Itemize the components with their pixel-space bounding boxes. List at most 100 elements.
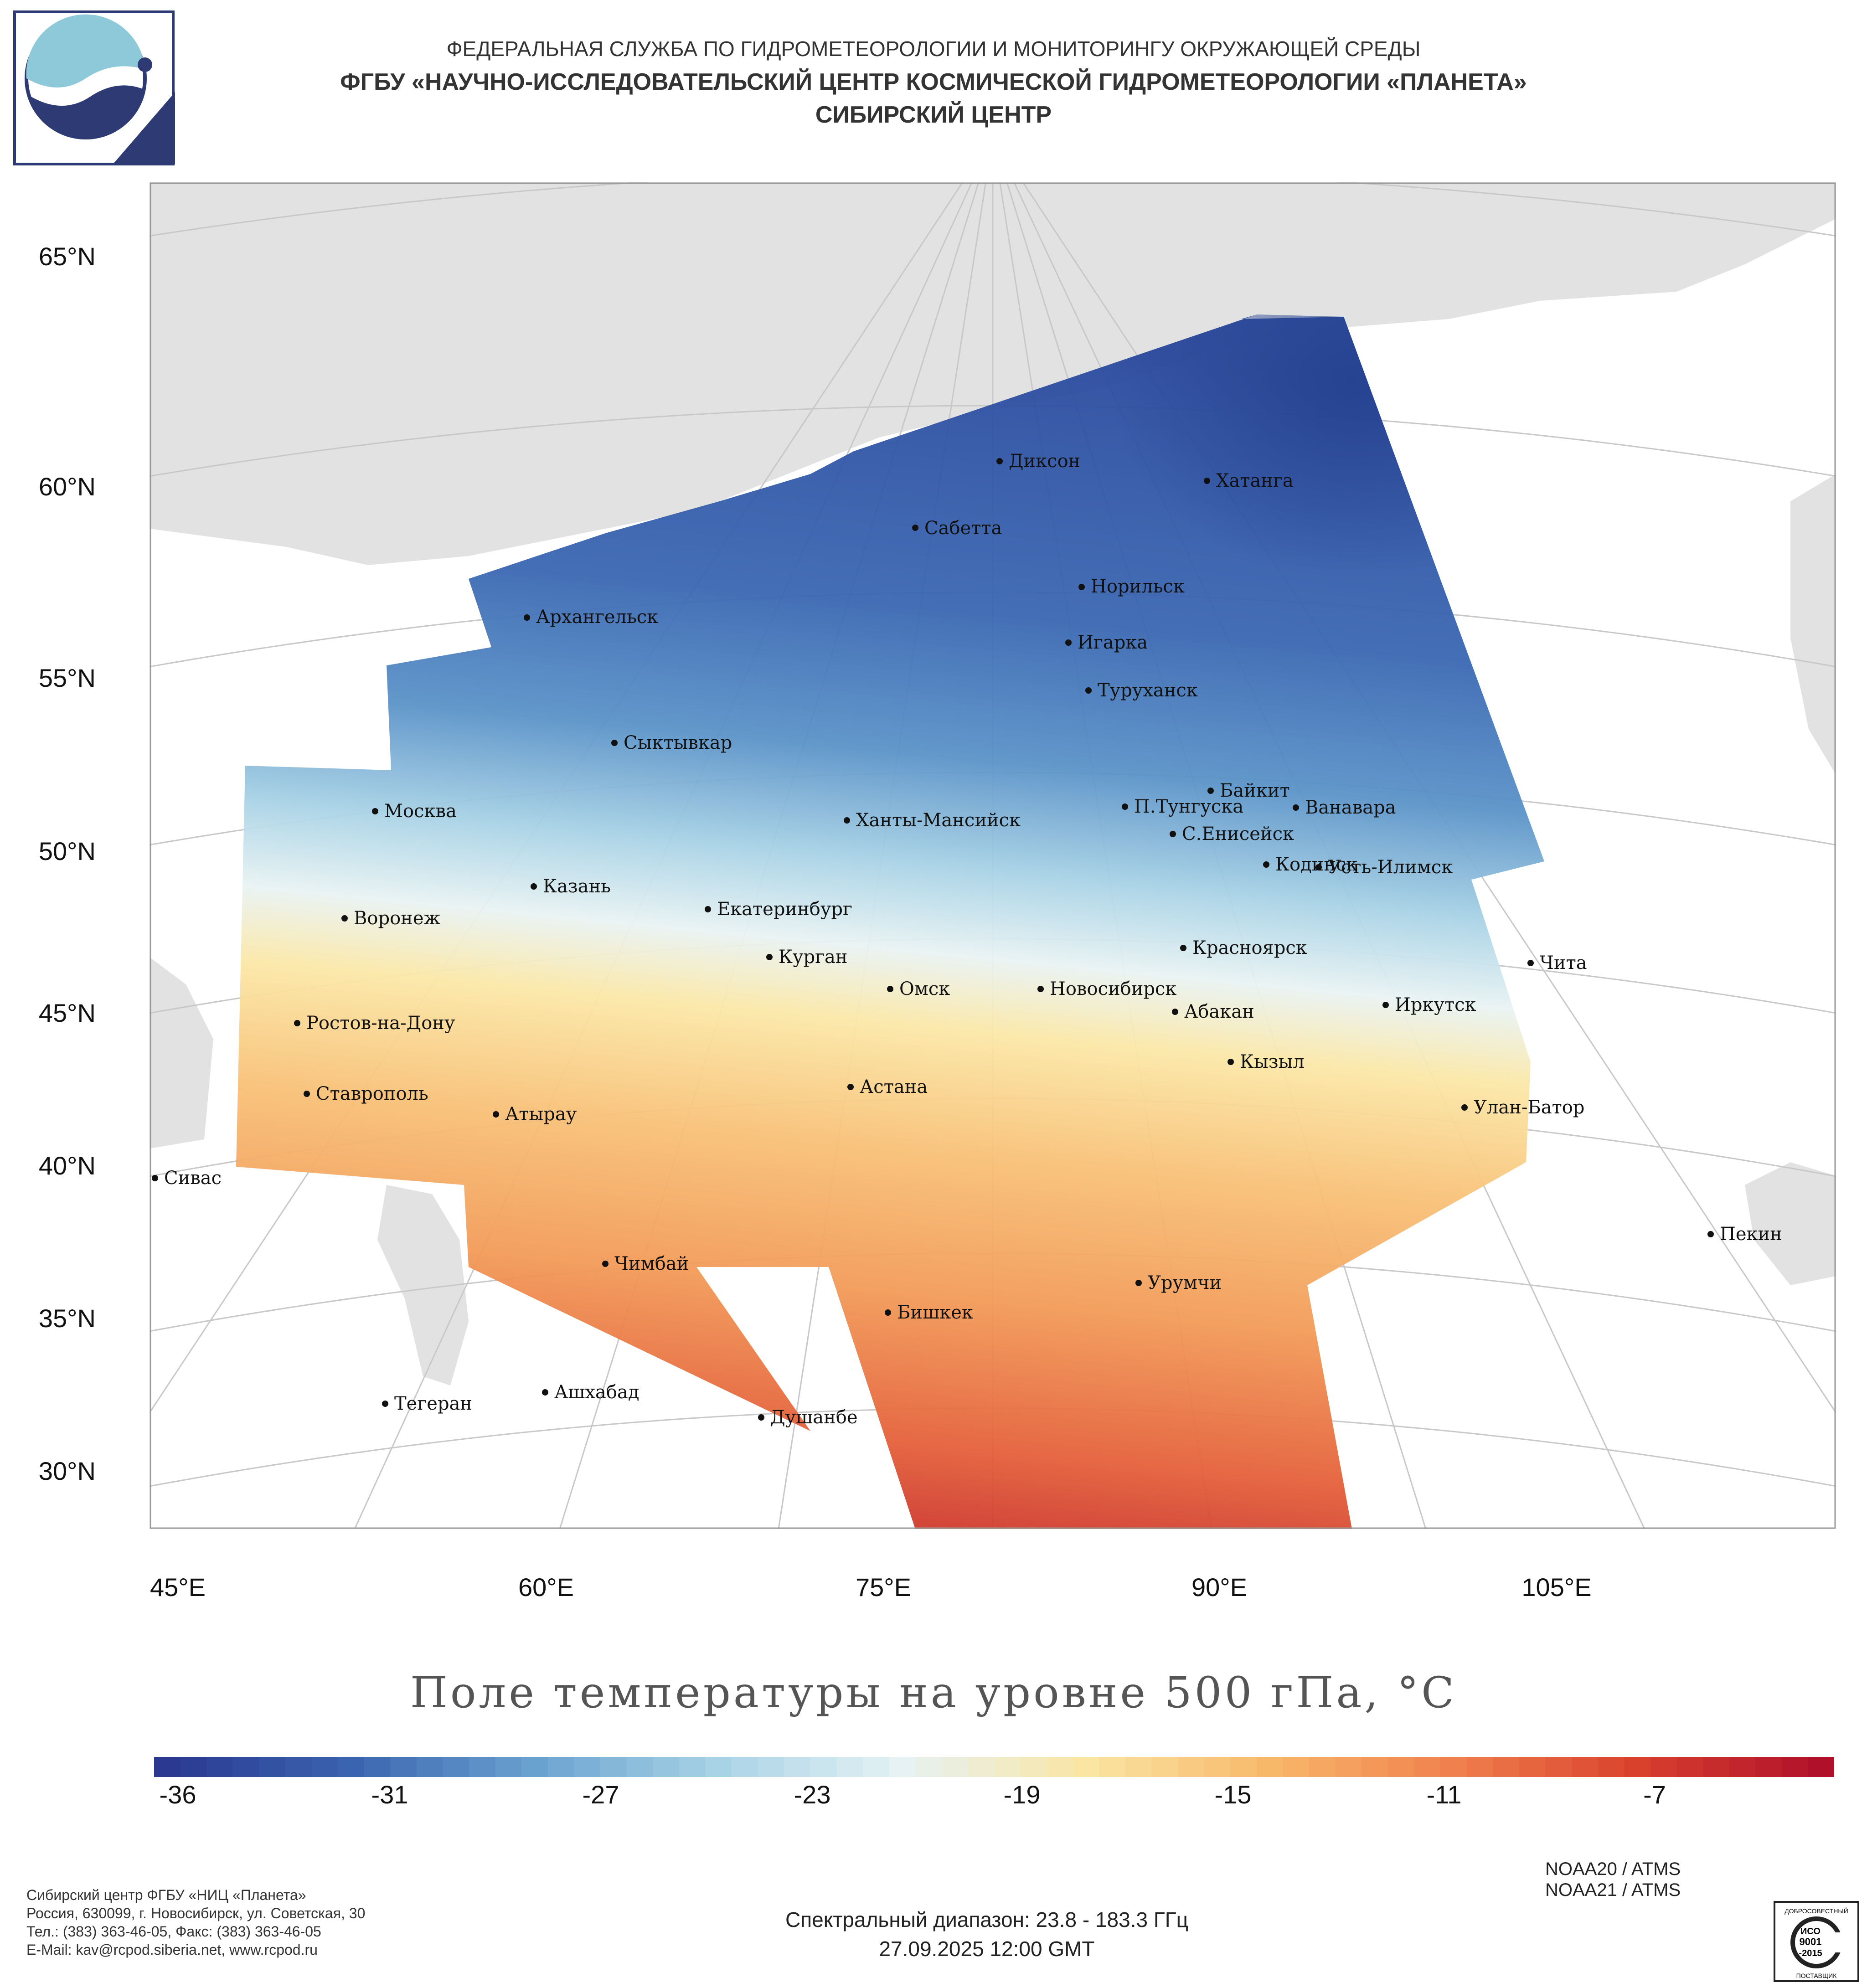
svg-text:Туруханск: Туруханск — [1098, 680, 1198, 701]
colorbar-cell — [1020, 1757, 1047, 1777]
city-s-eniseysk: С.Енисейск — [1170, 824, 1294, 845]
city-novosibirsk: Новосибирск — [1037, 979, 1176, 999]
colorbar-cell — [1335, 1757, 1362, 1777]
satellite-2: NOAA21 / ATMS — [1545, 1880, 1681, 1900]
city-arkhangelsk: Архангельск — [524, 607, 658, 628]
colorbar-cell — [259, 1757, 286, 1777]
lat-label-30: 30°N — [38, 1457, 96, 1485]
svg-text:Ставрополь: Ставрополь — [316, 1083, 428, 1104]
svg-text:Тегеран: Тегеран — [394, 1393, 472, 1414]
colorbar-cell — [758, 1757, 785, 1777]
svg-text:Диксон: Диксон — [1009, 451, 1080, 472]
city-sabetta: Сабетта — [912, 518, 1002, 539]
colorbar-cell — [547, 1757, 575, 1777]
colorbar-cell — [1414, 1757, 1441, 1777]
colorbar-label-7: -11 — [1426, 1780, 1462, 1809]
svg-text:ДОБРОСОВЕСТНЫЙ: ДОБРОСОВЕСТНЫЙ — [1784, 1907, 1848, 1915]
city-dikson: Диксон — [996, 451, 1080, 472]
city-baikit: Байкит — [1207, 780, 1290, 801]
city-khanty-mansiysk: Ханты-Мансийск — [844, 810, 1021, 831]
colorbar-cell — [1598, 1757, 1625, 1777]
city-kyzyl: Кызыл — [1227, 1051, 1305, 1072]
city-kurgan: Курган — [766, 947, 848, 968]
colorbar-cell — [206, 1757, 233, 1777]
colorbar-cell — [600, 1757, 627, 1777]
colorbar-cell — [1256, 1757, 1284, 1777]
colorbar-cell — [915, 1757, 942, 1777]
svg-text:Кызыл: Кызыл — [1240, 1051, 1305, 1072]
svg-text:Новосибирск: Новосибирск — [1050, 979, 1176, 999]
city-khatanga: Хатанга — [1204, 470, 1294, 491]
svg-text:Сивас: Сивас — [164, 1168, 222, 1189]
svg-text:Ашхабад: Ашхабад — [554, 1382, 639, 1403]
svg-text:Москва: Москва — [384, 801, 457, 822]
colorbar-cell — [1808, 1757, 1834, 1777]
city-bishkek: Бишкек — [885, 1302, 973, 1323]
colorbar-cell — [574, 1757, 601, 1777]
colorbar-cell — [1073, 1757, 1100, 1777]
colorbar-cell — [968, 1757, 995, 1777]
colorbar-cell — [1466, 1757, 1494, 1777]
city-krasnoyarsk: Красноярск — [1180, 937, 1307, 958]
colorbar-cell — [390, 1757, 417, 1777]
colorbar-cell — [443, 1757, 470, 1777]
svg-text:Казань: Казань — [543, 876, 611, 897]
svg-text:Курган: Курган — [779, 947, 848, 968]
colorbar-cell — [1519, 1757, 1546, 1777]
map-title: Поле температуры на уровне 500 гПа, °С — [410, 1668, 1457, 1718]
svg-text:Чимбай: Чимбай — [614, 1253, 689, 1274]
city-norilsk: Норильск — [1078, 576, 1185, 597]
planeta-logo — [13, 10, 175, 165]
city-chimbay: Чимбай — [602, 1253, 689, 1274]
city-voronezh: Воронеж — [341, 908, 440, 929]
colorbar-cell — [1545, 1757, 1573, 1777]
colorbar-cell — [1650, 1757, 1677, 1777]
colorbar-cell — [311, 1757, 339, 1777]
footer-org: Сибирский центр ФГБУ «НИЦ «Планета» — [26, 1887, 306, 1903]
svg-text:Кодинск: Кодинск — [1275, 854, 1357, 875]
lat-label-55: 55°N — [38, 664, 96, 692]
lon-label-75: 75°E — [855, 1573, 912, 1602]
spectral-range: Спектральный диапазон: 23.8 - 183.3 ГГц — [785, 1908, 1189, 1931]
colorbar-cell — [285, 1757, 312, 1777]
svg-text:Ванавара: Ванавара — [1305, 797, 1396, 818]
colorbar-cell — [1047, 1757, 1073, 1777]
colorbar-cell — [653, 1757, 680, 1777]
city-chita: Чита — [1527, 953, 1587, 973]
footer-phone: Тел.: (383) 363-46-05, Факс: (383) 363-4… — [26, 1923, 321, 1940]
city-astana: Астана — [847, 1076, 928, 1097]
lon-label-105: 105°E — [1521, 1573, 1592, 1602]
colorbar-cell — [1178, 1757, 1205, 1777]
svg-text:Абакан: Абакан — [1184, 1001, 1254, 1022]
city-stavropol: Ставрополь — [304, 1083, 428, 1104]
city-abakan: Абакан — [1172, 1001, 1254, 1022]
colorbar-cell — [1283, 1757, 1310, 1777]
header-line-1: ФЕДЕРАЛЬНАЯ СЛУЖБА ПО ГИДРОМЕТЕОРОЛОГИИ … — [446, 37, 1421, 61]
svg-text:Сыктывкар: Сыктывкар — [624, 732, 732, 753]
footer-contacts: Сибирский центр ФГБУ «НИЦ «Планета» Росс… — [26, 1886, 365, 1959]
svg-text:С.Енисейск: С.Енисейск — [1182, 824, 1294, 845]
colorbar-cell — [521, 1757, 548, 1777]
footer-email: E-Mail: kav@rcpod.siberia.net, www.rcpod… — [26, 1942, 318, 1958]
svg-text:Норильск: Норильск — [1091, 576, 1185, 597]
colorbar-cell — [416, 1757, 444, 1777]
svg-text:Астана: Астана — [860, 1076, 928, 1097]
svg-text:Ханты-Мансийск: Ханты-Мансийск — [856, 810, 1021, 831]
lon-label-90: 90°E — [1191, 1573, 1248, 1602]
header-line-2: ФГБУ «НАУЧНО-ИССЛЕДОВАТЕЛЬСКИЙ ЦЕНТР КОС… — [340, 69, 1527, 95]
city-omsk: Омск — [887, 979, 950, 999]
svg-text:Иркутск: Иркутск — [1395, 994, 1476, 1015]
svg-text:Омск: Омск — [899, 979, 950, 999]
svg-text:Пекин: Пекин — [1720, 1224, 1782, 1245]
colorbar-cell — [180, 1757, 207, 1777]
svg-text:ИСО: ИСО — [1800, 1926, 1821, 1936]
colorbar-cell — [154, 1757, 181, 1777]
svg-text:Сабетта: Сабетта — [924, 518, 1002, 539]
colorbar-cell — [1387, 1757, 1415, 1777]
city-urumqi: Урумчи — [1135, 1272, 1222, 1293]
satellite-list: NOAA20 / ATMS NOAA21 / ATMS — [1545, 1859, 1681, 1900]
svg-text:Бишкек: Бишкек — [897, 1302, 973, 1323]
city-irkutsk: Иркутск — [1382, 994, 1476, 1015]
svg-text:Екатеринбург: Екатеринбург — [717, 899, 852, 920]
colorbar-cell — [1151, 1757, 1179, 1777]
